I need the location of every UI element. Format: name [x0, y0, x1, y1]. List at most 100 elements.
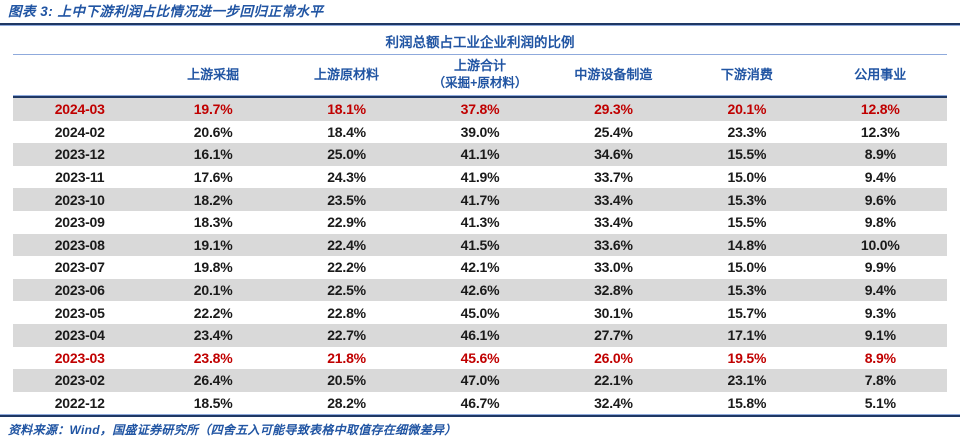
column-header-sublabel: （采掘+原材料）: [432, 76, 528, 91]
value-cell: 32.8%: [594, 282, 633, 299]
value-cell: 37.8%: [460, 101, 500, 118]
table-row: 2024-02 20.6% 18.4% 39.0% 25.4% 23.3% 12.3%: [13, 121, 947, 144]
table-header-row: 上游采掘 上游原材料 上游合计 （采掘+原材料） 中游设备制造 下游消费 公用事…: [13, 55, 947, 95]
value-cell: 9.6%: [864, 191, 896, 208]
value-cell: 17.1%: [727, 327, 767, 344]
value-cell: 18.3%: [193, 214, 233, 231]
value-cell: 33.0%: [594, 259, 633, 276]
value-cell: 12.8%: [860, 101, 900, 118]
value-cell: 39.0%: [460, 123, 500, 140]
column-header-label: 上游合计: [453, 58, 506, 74]
value-cell: 10.0%: [860, 236, 900, 253]
value-cell: 41.1%: [460, 146, 500, 163]
period-cell: 2023-11: [55, 169, 105, 186]
table-caption: 利润总额占工业企业利润的比例: [13, 26, 947, 55]
value-cell: 19.8%: [193, 259, 233, 276]
value-cell: 27.7%: [594, 327, 633, 344]
value-cell: 19.7%: [193, 101, 233, 118]
table-row: 2023-06 20.1% 22.5% 42.6% 32.8% 15.3% 9.4%: [13, 278, 947, 302]
period-cell: 2023-09: [54, 214, 105, 231]
value-cell: 23.5%: [327, 191, 366, 208]
value-cell: 45.6%: [460, 349, 500, 366]
table-row: 2023-07 19.8% 22.2% 42.1% 33.0% 15.0% 9.9%: [13, 256, 947, 279]
table-row: 2023-10 18.2% 23.5% 41.7% 33.4% 15.3% 9.6%: [13, 188, 947, 211]
value-cell: 22.1%: [594, 372, 633, 389]
value-cell: 21.8%: [327, 349, 366, 366]
value-cell: 19.5%: [727, 349, 767, 366]
value-cell: 15.8%: [727, 395, 767, 412]
value-cell: 17.6%: [193, 169, 233, 186]
header-divider: [13, 95, 947, 98]
value-cell: 15.5%: [727, 214, 767, 231]
column-header-upstream-total: 上游合计 （采掘+原材料）: [413, 58, 546, 91]
period-cell: 2023-02: [54, 372, 105, 389]
title-divider: [0, 23, 960, 26]
value-cell: 34.6%: [594, 146, 633, 163]
value-cell: 41.3%: [460, 214, 500, 231]
value-cell: 5.1%: [864, 395, 896, 412]
table-row: 2023-04 23.4% 22.7% 46.1% 27.7% 17.1% 9.1%: [13, 323, 947, 347]
table-row: 2022-12 18.5% 28.2% 46.7% 32.4% 15.8% 5.1%: [13, 392, 947, 415]
value-cell: 19.1%: [193, 236, 233, 253]
value-cell: 15.3%: [727, 191, 767, 208]
value-cell: 15.0%: [727, 259, 767, 276]
period-cell: 2022-12: [54, 395, 105, 412]
value-cell: 8.9%: [864, 349, 896, 366]
value-cell: 47.0%: [460, 372, 500, 389]
value-cell: 23.4%: [193, 327, 233, 344]
column-header-label: 上游原材料: [314, 66, 380, 82]
value-cell: 41.9%: [460, 169, 500, 186]
table-body: 2024-03 19.7% 18.1% 37.8% 29.3% 20.1% 12.8% 202…: [13, 98, 947, 414]
value-cell: 18.5%: [193, 395, 233, 412]
value-cell: 22.7%: [327, 327, 366, 344]
period-cell: 2023-08: [54, 236, 105, 253]
value-cell: 15.0%: [727, 169, 767, 186]
value-cell: 23.3%: [727, 123, 767, 140]
value-cell: 26.4%: [193, 372, 233, 389]
value-cell: 18.4%: [327, 123, 366, 140]
value-cell: 42.6%: [460, 282, 500, 299]
value-cell: 22.2%: [327, 259, 366, 276]
table-row: 2023-05 22.2% 22.8% 45.0% 30.1% 15.7% 9.3%: [13, 301, 947, 324]
value-cell: 15.3%: [727, 282, 767, 299]
value-cell: 33.7%: [594, 169, 633, 186]
table-row: 2024-03 19.7% 18.1% 37.8% 29.3% 20.1% 12.8%: [13, 98, 947, 121]
value-cell: 9.4%: [864, 282, 896, 299]
period-cell: 2024-03: [54, 101, 105, 118]
value-cell: 20.1%: [727, 101, 767, 118]
value-cell: 9.8%: [864, 214, 896, 231]
value-cell: 23.1%: [727, 372, 767, 389]
value-cell: 14.8%: [727, 236, 767, 253]
value-cell: 22.5%: [327, 282, 366, 299]
value-cell: 18.2%: [193, 191, 233, 208]
value-cell: 33.6%: [594, 236, 633, 253]
value-cell: 20.1%: [193, 282, 233, 299]
table-row: 2023-09 18.3% 22.9% 41.3% 33.4% 15.5% 9.8%: [13, 211, 947, 234]
column-header-upstream-mining: 上游采掘: [146, 67, 279, 84]
value-cell: 32.4%: [594, 395, 633, 412]
value-cell: 41.5%: [460, 236, 500, 253]
value-cell: 29.3%: [594, 101, 633, 118]
period-cell: 2023-12: [54, 146, 105, 163]
period-cell: 2023-06: [54, 282, 105, 299]
table-row: 2023-02 26.4% 20.5% 47.0% 22.1% 23.1% 7.8%: [13, 369, 947, 392]
column-header-label: 上游采掘: [187, 66, 240, 82]
period-cell: 2023-07: [54, 259, 105, 276]
value-cell: 26.0%: [594, 349, 633, 366]
value-cell: 46.1%: [460, 327, 500, 344]
value-cell: 42.1%: [460, 259, 500, 276]
source-note: 资料来源：Wind，国盛证券研究所（四舍五入可能导致表格中取值存在细微差异）: [8, 423, 457, 438]
value-cell: 9.3%: [864, 304, 896, 321]
table-row: 2023-11 17.6% 24.3% 41.9% 33.7% 15.0% 9.4%: [13, 166, 947, 189]
value-cell: 9.1%: [864, 327, 896, 344]
value-cell: 22.9%: [327, 214, 366, 231]
value-cell: 22.8%: [327, 304, 366, 321]
column-header-upstream-raw-materials: 上游原材料: [280, 67, 413, 84]
value-cell: 15.5%: [727, 146, 767, 163]
column-header-label: 下游消费: [720, 66, 773, 82]
period-cell: 2023-03: [54, 349, 105, 366]
value-cell: 20.6%: [193, 123, 233, 140]
figure-title: 图表 3: 上中下游利润占比情况进一步回归正常水平: [8, 4, 324, 19]
value-cell: 22.4%: [327, 236, 366, 253]
